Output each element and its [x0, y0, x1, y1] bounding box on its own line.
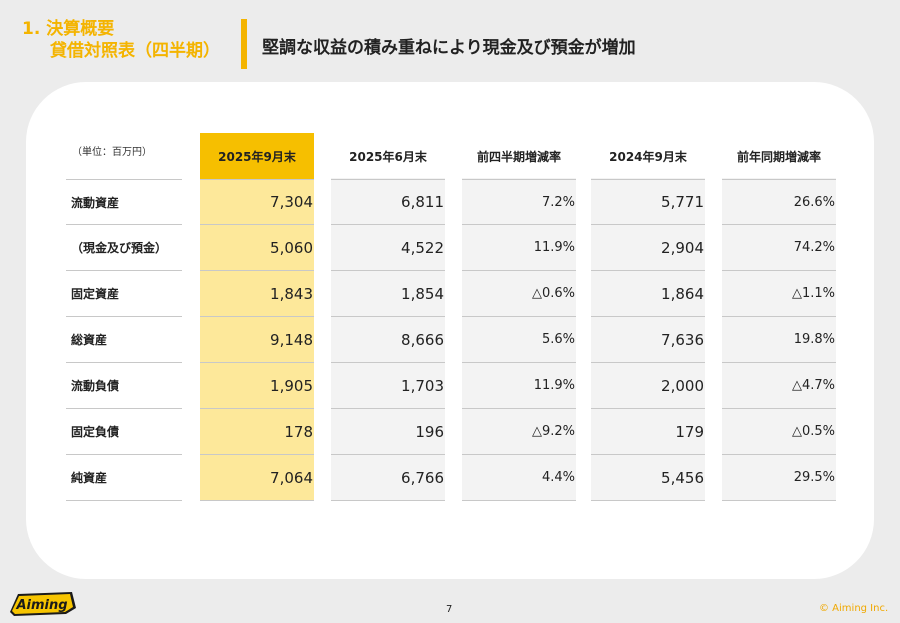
- column-header: 2024年9月末: [609, 149, 687, 164]
- row-label: 純資産: [66, 455, 182, 501]
- table-cell: 6,811: [331, 179, 445, 225]
- table-cell: 8,666: [331, 317, 445, 363]
- table-cell: 9,148: [200, 317, 314, 363]
- table-cell: 179: [591, 409, 705, 455]
- table-cell: 11.9%: [462, 225, 576, 271]
- table-cell: 5,060: [200, 225, 314, 271]
- table-cell: 5,771: [591, 179, 705, 225]
- table-cell: 196: [331, 409, 445, 455]
- table-cell: 29.5%: [722, 455, 836, 501]
- table-cell: △4.7%: [722, 363, 836, 409]
- title-divider-bar: [241, 19, 247, 69]
- row-label: （現金及び預金）: [66, 225, 182, 271]
- table-cell: 1,864: [591, 271, 705, 317]
- table-cell: 1,905: [200, 363, 314, 409]
- copyright: © Aiming Inc.: [819, 603, 889, 614]
- table-cell: 74.2%: [722, 225, 836, 271]
- table-cell: △0.6%: [462, 271, 576, 317]
- row-label: 固定負債: [66, 409, 182, 455]
- table-cell: 5,456: [591, 455, 705, 501]
- column-header: 前年同期増減率: [736, 149, 821, 164]
- table-cell: △0.5%: [722, 409, 836, 455]
- column-header: 前四半期増減率: [476, 149, 561, 164]
- table-cell: 178: [200, 409, 314, 455]
- logo-text: Aiming: [15, 598, 67, 613]
- column-background: [722, 178, 836, 500]
- table-cell: 7,064: [200, 455, 314, 501]
- section-title: 1. 決算概要 貸借対照表（四半期）: [22, 18, 220, 62]
- row-label: 流動負債: [66, 363, 182, 409]
- table-cell: 11.9%: [462, 363, 576, 409]
- row-label: 固定資産: [66, 271, 182, 317]
- table-cell: 4,522: [331, 225, 445, 271]
- column-background: [591, 178, 705, 500]
- table-cell: △1.1%: [722, 271, 836, 317]
- row-label: 総資産: [66, 317, 182, 363]
- table-cell: 7.2%: [462, 179, 576, 225]
- column-header: 2025年6月末: [349, 149, 427, 164]
- table-cell: 7,304: [200, 179, 314, 225]
- table-cell: 5.6%: [462, 317, 576, 363]
- table-cell: 4.4%: [462, 455, 576, 501]
- unit-label: （単位：百万円）: [72, 147, 152, 158]
- table-cell: 2,904: [591, 225, 705, 271]
- aiming-logo: Aiming: [10, 592, 76, 616]
- section-title-line1: 1. 決算概要: [22, 19, 115, 39]
- section-title-line2: 貸借対照表（四半期）: [50, 41, 220, 61]
- column-background: [331, 178, 445, 500]
- table-cell: 19.8%: [722, 317, 836, 363]
- slide-headline: 堅調な収益の積み重ねにより現金及び預金が増加: [262, 38, 636, 58]
- page-number: 7: [446, 604, 453, 615]
- table-cell: 1,703: [331, 363, 445, 409]
- table-cell: 1,843: [200, 271, 314, 317]
- table-cell: 6,766: [331, 455, 445, 501]
- table-cell: 1,854: [331, 271, 445, 317]
- column-background: [462, 178, 576, 500]
- table-cell: 26.6%: [722, 179, 836, 225]
- row-label: 流動資産: [66, 179, 182, 225]
- table-cell: 2,000: [591, 363, 705, 409]
- table-cell: 7,636: [591, 317, 705, 363]
- column-header: 2025年9月末: [200, 133, 314, 179]
- column-background: [200, 178, 314, 500]
- table-cell: △9.2%: [462, 409, 576, 455]
